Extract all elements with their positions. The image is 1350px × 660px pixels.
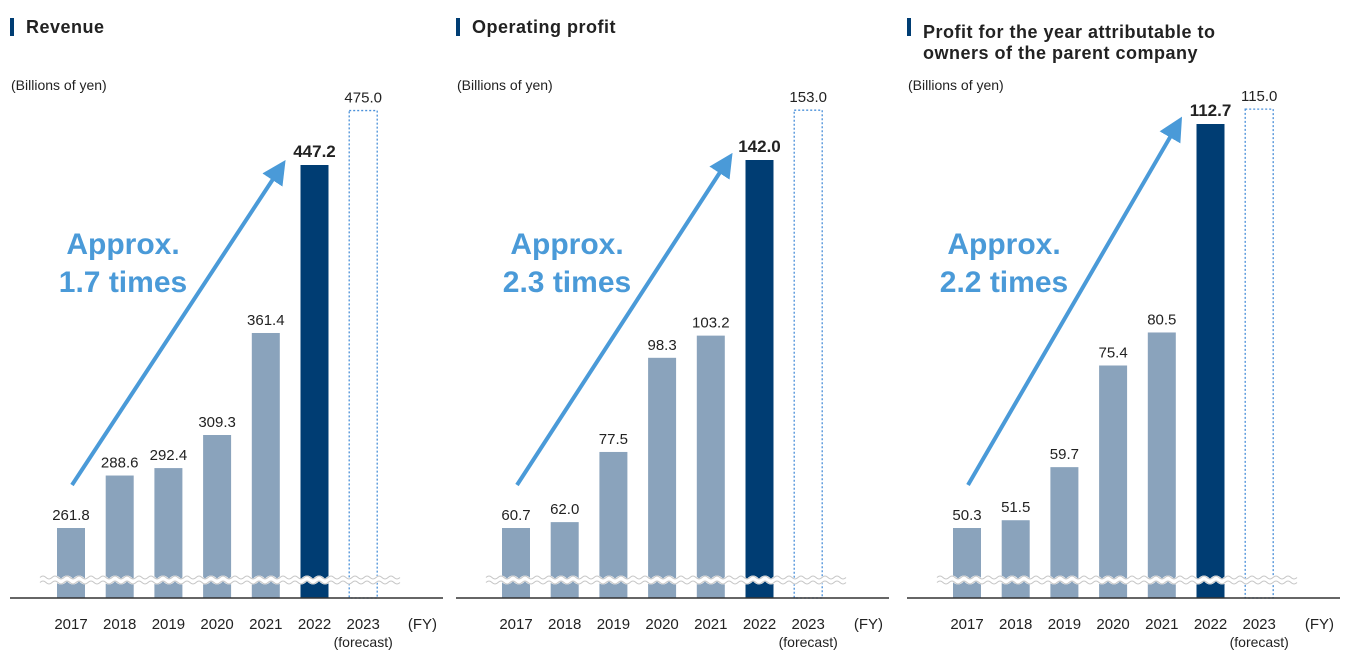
category-label-2019: 2019 — [1048, 616, 1081, 633]
growth-arrow — [70, 159, 286, 487]
value-label-2018: 62.0 — [550, 501, 579, 518]
value-label-2019: 77.5 — [599, 431, 628, 448]
axis-break-line-upper — [936, 575, 1298, 580]
bar-2023-forecast — [793, 109, 823, 599]
bar-2021 — [696, 335, 725, 598]
growth-annotation-line-2: 2.2 times — [940, 266, 1068, 299]
value-label-2021: 103.2 — [692, 315, 730, 332]
value-label-2023: 115.0 — [1241, 88, 1277, 105]
category-label-2017: 2017 — [54, 616, 87, 633]
bar-2018 — [550, 522, 579, 598]
value-label-2018: 51.5 — [1001, 499, 1030, 516]
chart-panel-3: Profit for the year attributable toowner… — [907, 18, 1340, 650]
value-label-2022: 112.7 — [1190, 101, 1232, 120]
category-label-2019: 2019 — [597, 616, 630, 633]
chart-title: Revenue — [26, 17, 105, 37]
category-label-2021: 2021 — [1145, 616, 1178, 633]
value-label-2018: 288.6 — [101, 455, 139, 472]
x-axis-unit: (FY) — [854, 616, 883, 633]
category-note-2023: (forecast) — [1230, 634, 1289, 650]
value-label-2022: 447.2 — [293, 142, 336, 161]
category-note-2023: (forecast) — [334, 634, 393, 650]
value-label-2017: 261.8 — [52, 507, 90, 524]
chart-panel-2: Operating profit (Billions of yen) 60.7 201… — [456, 17, 889, 650]
growth-annotation-line-2: 2.3 times — [503, 266, 631, 299]
category-label-2021: 2021 — [694, 616, 727, 633]
title-marker — [10, 18, 14, 36]
axis-break-line-upper — [485, 575, 847, 580]
growth-annotation-line-2: 1.7 times — [59, 266, 187, 299]
axis-break-line-lower — [936, 580, 1298, 585]
value-label-2020: 75.4 — [1098, 344, 1127, 361]
growth-annotation-line-1: Approx. — [66, 228, 179, 261]
bar-2020 — [203, 434, 232, 598]
title-marker — [907, 18, 911, 36]
bar-2021 — [251, 332, 280, 598]
x-axis-unit: (FY) — [408, 616, 437, 633]
bar-2023-forecast — [1244, 108, 1274, 599]
category-label-2018: 2018 — [548, 616, 581, 633]
category-label-2018: 2018 — [999, 616, 1032, 633]
value-label-2022: 142.0 — [738, 137, 781, 156]
bar-2021 — [1147, 332, 1176, 598]
category-label-2017: 2017 — [950, 616, 983, 633]
value-label-2020: 98.3 — [647, 337, 676, 354]
axis-break-gap — [934, 575, 1300, 585]
value-label-2019: 59.7 — [1050, 446, 1079, 463]
category-note-2023: (forecast) — [779, 634, 838, 650]
value-label-2017: 60.7 — [501, 507, 530, 524]
title-marker — [456, 18, 460, 36]
category-label-2018: 2018 — [103, 616, 136, 633]
category-label-2022: 2022 — [1194, 616, 1227, 633]
growth-arrow — [966, 116, 1183, 487]
value-label-2023: 475.0 — [344, 90, 382, 107]
bar-2020 — [648, 357, 677, 598]
axis-break-line-upper — [39, 575, 401, 580]
bar-2017 — [502, 528, 530, 598]
category-label-2020: 2020 — [200, 616, 233, 633]
category-label-2023: 2023 — [792, 616, 825, 633]
value-label-2019: 292.4 — [150, 447, 188, 464]
category-label-2022: 2022 — [743, 616, 776, 633]
bar-2020 — [1099, 365, 1128, 598]
growth-annotation-line-1: Approx. — [510, 228, 623, 261]
value-label-2021: 361.4 — [247, 312, 285, 329]
x-axis-unit: (FY) — [1305, 616, 1334, 633]
bar-2018 — [1001, 520, 1030, 598]
axis-break-gap — [37, 575, 403, 585]
axis-break-line-lower — [39, 580, 401, 585]
bar-2022 — [1196, 124, 1225, 598]
bar-2017 — [953, 528, 981, 598]
value-label-2021: 80.5 — [1147, 311, 1176, 328]
category-label-2020: 2020 — [645, 616, 678, 633]
value-label-2017: 50.3 — [952, 507, 981, 524]
value-label-2020: 309.3 — [198, 414, 236, 431]
bar-2023-forecast — [348, 109, 378, 599]
category-label-2020: 2020 — [1096, 616, 1129, 633]
category-label-2021: 2021 — [249, 616, 282, 633]
bar-2022 — [745, 160, 774, 598]
category-label-2023: 2023 — [347, 616, 380, 633]
unit-label: (Billions of yen) — [457, 77, 553, 93]
bar-2022 — [300, 165, 329, 598]
axis-break-line-lower — [485, 580, 847, 585]
chart-title-line-1: Profit for the year attributable to — [923, 22, 1216, 42]
category-label-2023: 2023 — [1243, 616, 1276, 633]
axis-break-gap — [483, 575, 849, 585]
value-label-2023: 153.0 — [789, 89, 827, 106]
category-label-2019: 2019 — [152, 616, 185, 633]
unit-label: (Billions of yen) — [11, 77, 107, 93]
bar-2019 — [599, 451, 628, 598]
category-label-2022: 2022 — [298, 616, 331, 633]
chart-title-line-2: owners of the parent company — [923, 43, 1198, 63]
chart-panel-1: Revenue (Billions of yen) 261.8 2017 288.6 20… — [10, 17, 443, 650]
unit-label: (Billions of yen) — [908, 77, 1004, 93]
category-label-2017: 2017 — [499, 616, 532, 633]
chart-title: Operating profit — [472, 17, 616, 37]
bar-2017 — [57, 528, 85, 598]
growth-annotation-line-1: Approx. — [947, 228, 1060, 261]
growth-arrow — [515, 152, 733, 487]
